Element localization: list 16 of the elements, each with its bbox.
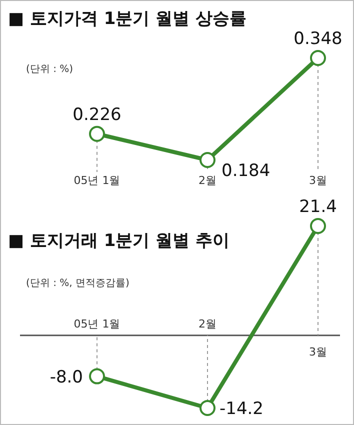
data-label: -8.0 bbox=[50, 367, 83, 388]
chart-title: ■ 토지가격 1분기 월별 상승률 bbox=[8, 9, 247, 29]
x-tick-label: 2월 bbox=[198, 317, 216, 330]
text: (단위 : %, 면적증감률) bbox=[26, 278, 130, 289]
data-label: 0.348 bbox=[294, 29, 342, 49]
data-label: 0.226 bbox=[72, 104, 122, 125]
x-tick-label: 3월 bbox=[309, 345, 327, 358]
x-tick-label: 05년 1월 bbox=[74, 317, 120, 330]
data-label: 21.4 bbox=[299, 197, 337, 217]
x-tick-label: 3월 bbox=[309, 174, 327, 187]
x-tick-label: 2월 bbox=[198, 174, 216, 187]
text: (단위 : %) bbox=[26, 64, 74, 75]
chart-title: ■ 토지거래 1분기 월별 추이 bbox=[8, 231, 230, 251]
data-label: 0.184 bbox=[222, 161, 270, 181]
data-label: -14.2 bbox=[220, 399, 264, 419]
x-tick-label: 05년 1월 bbox=[74, 174, 120, 187]
